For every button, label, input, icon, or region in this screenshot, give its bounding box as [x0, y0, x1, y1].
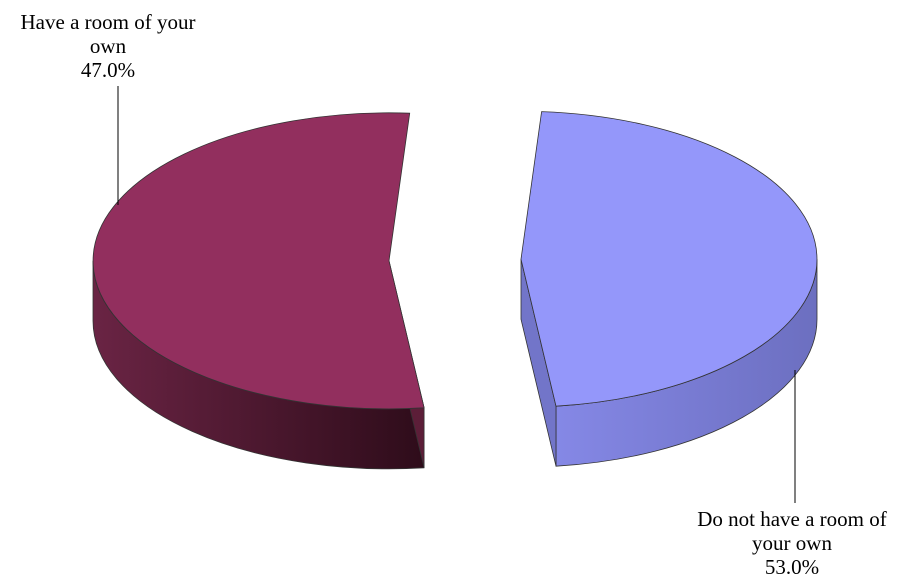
slice-label-line: your own — [752, 531, 832, 555]
slice-label-line: Do not have a room of — [697, 507, 887, 531]
slice-label-no-room: Do not have a room of your own 53.0% — [680, 507, 904, 579]
slice-label-line: Have a room of your — [20, 10, 196, 34]
slice-percent: 53.0% — [764, 555, 820, 579]
pie-slice — [520, 111, 818, 467]
slice-label-line: own — [89, 34, 127, 58]
slice-label-have-room: Have a room of your own 47.0% — [4, 10, 212, 82]
slice-percent: 47.0% — [80, 58, 136, 82]
slice-top — [92, 112, 425, 410]
slice-top — [520, 111, 818, 407]
pie-slice — [92, 112, 425, 470]
